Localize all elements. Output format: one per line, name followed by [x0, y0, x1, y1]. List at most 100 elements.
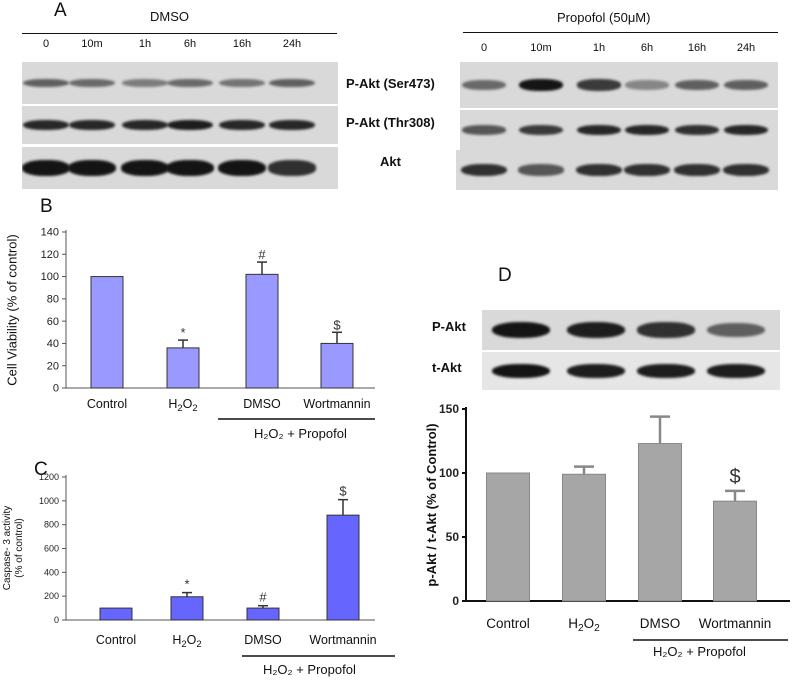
blot-band: [625, 80, 669, 90]
panel-c-category-label: Wortmannin: [309, 633, 376, 647]
panel-a-letter: A: [54, 0, 67, 21]
panel-c-significance-mark: *: [184, 577, 189, 592]
blot-band: [675, 79, 719, 91]
blot-band: [167, 119, 213, 131]
panel-b-significance-mark: $: [333, 317, 341, 332]
panel-b-y-tick-label: 120: [41, 249, 59, 261]
blot-label-takt: t-Akt: [432, 360, 462, 375]
blot-band: [462, 79, 506, 91]
panel-c-ylabel-line: Caspase- 3 activity: [2, 506, 13, 590]
propofol-timepoint: 10m: [530, 42, 552, 54]
panel-d-group-label: H₂O₂ + Propofol: [653, 644, 746, 659]
panel-c-y-tick-label: 200: [44, 591, 59, 601]
propofol-timepoint: 16h: [687, 42, 707, 54]
blot-band: [166, 160, 214, 176]
blot-band: [518, 164, 564, 176]
panel-d-y-tick-label: 50: [446, 530, 460, 544]
panel-b-y-tick-label: 60: [47, 316, 59, 328]
blot-band: [624, 163, 670, 177]
panel-c-letter: C: [34, 459, 48, 480]
blot-band: [724, 124, 768, 136]
panel-b-significance-mark: #: [258, 247, 266, 262]
panel-c-group-label: H₂O₂ + Propofol: [263, 662, 356, 677]
panel-b-bar: [320, 342, 354, 389]
panel-b-y-tick-label: 20: [47, 360, 59, 372]
blot-band: [674, 163, 720, 177]
blot-band: [269, 78, 315, 88]
panel-c-y-tick-label: 800: [44, 520, 59, 530]
blot-band: [23, 119, 69, 131]
panel-d-ylabel: p-Akt / t-Akt (% of Control): [424, 423, 439, 586]
panel-b-y-tick-label: 140: [41, 227, 59, 239]
blot-band: [577, 79, 621, 91]
blot-band: [492, 321, 550, 339]
propofol-underline: [463, 32, 778, 33]
blot-band: [519, 79, 563, 91]
panel-b-group-label: H₂O₂ + Propofol: [254, 426, 347, 441]
panel-d-blot-pakt: [482, 310, 780, 350]
dmso-timepoint: 0: [42, 38, 50, 50]
panel-b-y-tick-label: 100: [41, 271, 59, 283]
panel-c-category-label: DMSO: [244, 633, 282, 647]
blot-band: [219, 78, 265, 88]
panel-d-bar: [638, 443, 682, 602]
propofol-timepoint: 24h: [736, 42, 756, 54]
dmso-timepoint: 16h: [232, 38, 252, 50]
blot-band: [269, 119, 315, 131]
panel-d-letter: D: [498, 265, 512, 286]
panel-c-y-tick-label: 400: [44, 567, 59, 577]
panel-d-bar: [486, 472, 530, 602]
blot-band: [122, 119, 168, 131]
blot-band: [122, 78, 168, 88]
panel-d-y-tick-label: 0: [452, 594, 459, 608]
panel-c-y-tick-label: 1200: [39, 472, 59, 482]
panel-c-significance-mark: #: [259, 590, 267, 605]
blot-band: [723, 163, 769, 177]
blot-band: [68, 160, 116, 176]
panel-c-ylabel-line: (% of control): [14, 518, 25, 577]
panel-d-category-label: H2O2: [568, 616, 600, 634]
blot-band: [675, 124, 719, 136]
panel-b-significance-mark: *: [180, 325, 185, 340]
dmso-timepoint: 1h: [138, 38, 152, 50]
panel-d-significance-mark: $: [729, 466, 740, 488]
row-label-ser473: P-Akt (Ser473): [346, 76, 435, 91]
dmso-timepoint: 24h: [282, 38, 302, 50]
panel-d-bar: [562, 473, 606, 602]
blot-band: [637, 322, 695, 338]
panel-d-y-tick-label: 150: [439, 402, 459, 416]
panel-b-category-label: DMSO: [243, 397, 281, 411]
panel-b-category-label: H2O2: [168, 397, 197, 413]
panel-b-letter: B: [40, 196, 53, 217]
dmso-timepoint: 10m: [81, 38, 103, 50]
blot-band: [707, 363, 765, 379]
panel-d-category-label: Control: [486, 616, 530, 631]
propofol-group-label: Propofol (50μM): [557, 10, 651, 25]
blot-band: [625, 124, 669, 136]
dmso-underline: [22, 33, 337, 34]
panel-d-category-label: DMSO: [640, 616, 681, 631]
panel-b-y-tick-label: 0: [53, 383, 59, 395]
blot-band: [22, 160, 70, 176]
blot-band: [69, 119, 115, 131]
blot-band: [577, 124, 621, 136]
dmso-blot-akt: [22, 147, 338, 189]
row-label-akt: Akt: [380, 154, 401, 169]
dmso-timepoint: 6h: [183, 38, 197, 50]
panel-c-y-tick-label: 0: [54, 615, 59, 625]
panel-b-y-tick-label: 80: [47, 294, 59, 306]
blot-band: [567, 363, 625, 379]
blot-band: [519, 124, 563, 136]
blot-band: [219, 119, 265, 131]
blot-band: [268, 160, 316, 176]
propofol-blot-ser473: [460, 62, 778, 108]
blot-band: [724, 79, 768, 91]
blot-band: [576, 163, 622, 177]
blot-band: [461, 163, 507, 177]
blot-band: [637, 363, 695, 379]
dmso-group-label: DMSO: [150, 9, 189, 24]
propofol-timepoint: 1h: [592, 42, 606, 54]
panel-d-y-tick-label: 100: [439, 466, 459, 480]
